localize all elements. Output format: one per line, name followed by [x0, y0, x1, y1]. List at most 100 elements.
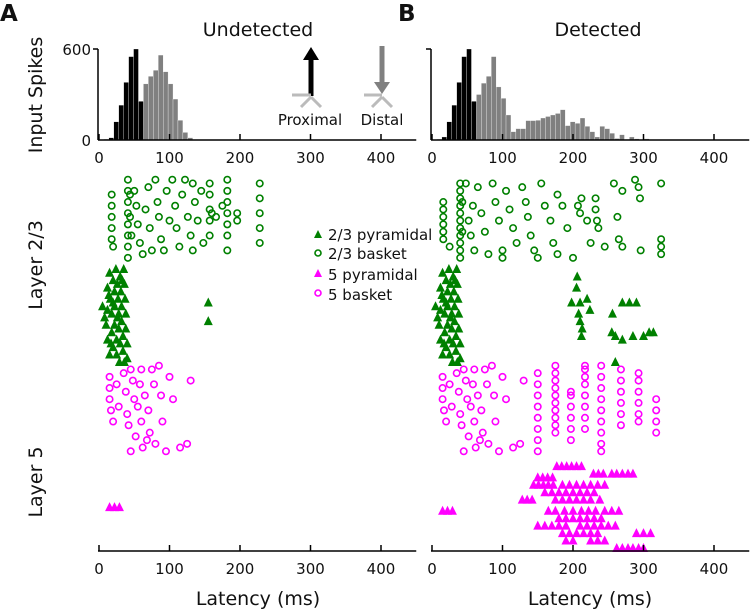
- title-detected: Detected: [554, 19, 641, 41]
- histogram-bar-distal: [476, 94, 482, 141]
- raster-point-5-pyramidal: [617, 468, 627, 478]
- raster-point-2-3-pyramidal: [107, 308, 117, 318]
- raster-point-2-3-pyramidal: [112, 278, 122, 288]
- raster-point-5-basket: [475, 436, 484, 445]
- raster-point-5-basket: [551, 376, 560, 385]
- raster-point-5-pyramidal: [568, 487, 578, 497]
- raster-point-5-basket: [176, 443, 185, 452]
- raster-point-5-basket: [533, 369, 542, 378]
- raster-point-2-3-basket: [197, 186, 206, 195]
- proximal-arrow-icon: [292, 47, 323, 109]
- raster-point-2-3-basket: [223, 231, 232, 240]
- raster-point-2-3-pyramidal: [450, 316, 460, 326]
- raster-point-2-3-basket: [470, 246, 479, 255]
- raster-point-2-3-basket: [613, 212, 622, 221]
- raster-point-2-3-basket: [568, 253, 577, 262]
- raster-point-2-3-pyramidal: [617, 297, 627, 307]
- raster-point-2-3-pyramidal: [439, 338, 449, 348]
- raster-point-5-basket: [112, 380, 121, 389]
- raster-point-2-3-pyramidal: [443, 286, 453, 296]
- raster-point-2-3-pyramidal: [98, 301, 108, 311]
- raster-point-5-pyramidal: [572, 479, 582, 489]
- raster-point-5-pyramidal: [561, 520, 571, 530]
- raster-point-5-pyramidal: [639, 528, 648, 538]
- raster-point-5-basket: [509, 443, 518, 452]
- raster-point-2-3-basket: [464, 216, 473, 225]
- raster-point-5-basket: [580, 365, 589, 374]
- raster-point-5-pyramidal: [554, 513, 564, 523]
- raster-point-2-3-basket: [223, 198, 232, 207]
- panel-label-b: B: [398, 1, 416, 27]
- legend-marker-l23-pyramidal: [314, 230, 322, 238]
- raster-point-2-3-basket: [175, 242, 184, 251]
- histogram-bar-distal: [510, 131, 517, 141]
- raster-point-2-3-basket: [591, 205, 600, 214]
- histogram-bar-distal: [158, 54, 164, 141]
- raster-point-5-pyramidal: [554, 487, 564, 497]
- raster-point-2-3-pyramidal: [446, 293, 456, 303]
- raster-point-5-basket: [137, 417, 146, 426]
- raster-point-5-basket: [566, 391, 575, 400]
- raster-point-5-basket: [597, 417, 606, 426]
- raster-point-5-basket: [461, 376, 470, 385]
- raster-point-2-3-pyramidal: [105, 267, 115, 277]
- raster-point-2-3-pyramidal: [112, 312, 122, 322]
- histogram-bar-distal: [574, 123, 581, 141]
- raster-point-5-basket: [186, 376, 195, 385]
- raster-point-5-pyramidal: [596, 513, 606, 523]
- raster-point-2-3-basket: [123, 231, 132, 240]
- histogram-bar-distal: [177, 120, 184, 141]
- raster-point-5-basket: [468, 380, 477, 389]
- raster-point-2-3-basket: [154, 212, 163, 221]
- raster-point-5-basket: [140, 391, 149, 400]
- raster-point-5-basket: [126, 365, 135, 374]
- raster-point-5-pyramidal: [550, 494, 560, 504]
- raster-point-2-3-basket: [498, 253, 507, 262]
- histogram-bar-distal: [182, 132, 188, 141]
- raster-point-2-3-basket: [488, 179, 497, 188]
- raster-point-2-3-pyramidal: [452, 357, 462, 366]
- histogram-bar-proximal: [123, 82, 129, 141]
- hist-x-tick-label: 0: [427, 149, 437, 167]
- raster-point-2-3-pyramidal: [576, 330, 586, 340]
- raster-point-5-basket: [597, 406, 606, 415]
- histogram-bar-distal: [491, 56, 497, 141]
- raster-point-5-pyramidal: [548, 479, 558, 489]
- ylabel-layer-2-3: Layer 2/3: [25, 220, 47, 310]
- raster-point-5-basket: [533, 380, 542, 389]
- raster-point-5-basket: [652, 417, 661, 426]
- raster-x-tick-label: 100: [488, 560, 517, 578]
- raster-point-2-3-basket: [223, 220, 232, 229]
- raster-point-2-3-basket: [439, 198, 448, 207]
- raster-point-2-3-basket: [480, 227, 489, 236]
- histogram-bar-distal: [520, 128, 526, 141]
- raster-point-2-3-basket: [223, 209, 232, 218]
- raster-point-2-3-basket: [634, 183, 643, 192]
- raster-point-2-3-basket: [133, 220, 142, 229]
- raster-point-5-basket: [105, 384, 114, 393]
- raster-point-5-basket: [597, 439, 606, 448]
- histogram-bar-distal: [599, 126, 605, 141]
- raster-point-2-3-basket: [558, 201, 567, 210]
- raster-point-5-basket: [482, 380, 491, 389]
- raster-point-5-pyramidal: [593, 528, 603, 538]
- raster-point-2-3-basket: [178, 190, 187, 199]
- raster-point-5-basket: [447, 402, 456, 411]
- raster-point-5-pyramidal: [593, 535, 603, 545]
- raster-point-5-basket: [480, 365, 489, 374]
- histogram-bar-distal: [550, 114, 556, 141]
- raster-point-2-3-pyramidal: [435, 282, 445, 292]
- histogram-bar-proximal: [138, 101, 144, 141]
- histogram-bar-distal: [500, 98, 507, 141]
- raster-point-5-basket: [533, 391, 542, 400]
- raster-point-5-pyramidal: [593, 479, 603, 489]
- raster-point-5-basket: [634, 376, 643, 385]
- raster-point-5-basket: [438, 384, 447, 393]
- raster-point-5-basket: [442, 417, 451, 426]
- raster-point-5-pyramidal: [557, 528, 567, 538]
- raster-point-5-basket: [580, 402, 589, 411]
- histogram-bar-proximal: [471, 101, 477, 141]
- raster-x-tick-label: 0: [94, 560, 104, 578]
- raster-point-5-basket: [131, 432, 140, 441]
- raster-point-5-basket: [551, 398, 560, 407]
